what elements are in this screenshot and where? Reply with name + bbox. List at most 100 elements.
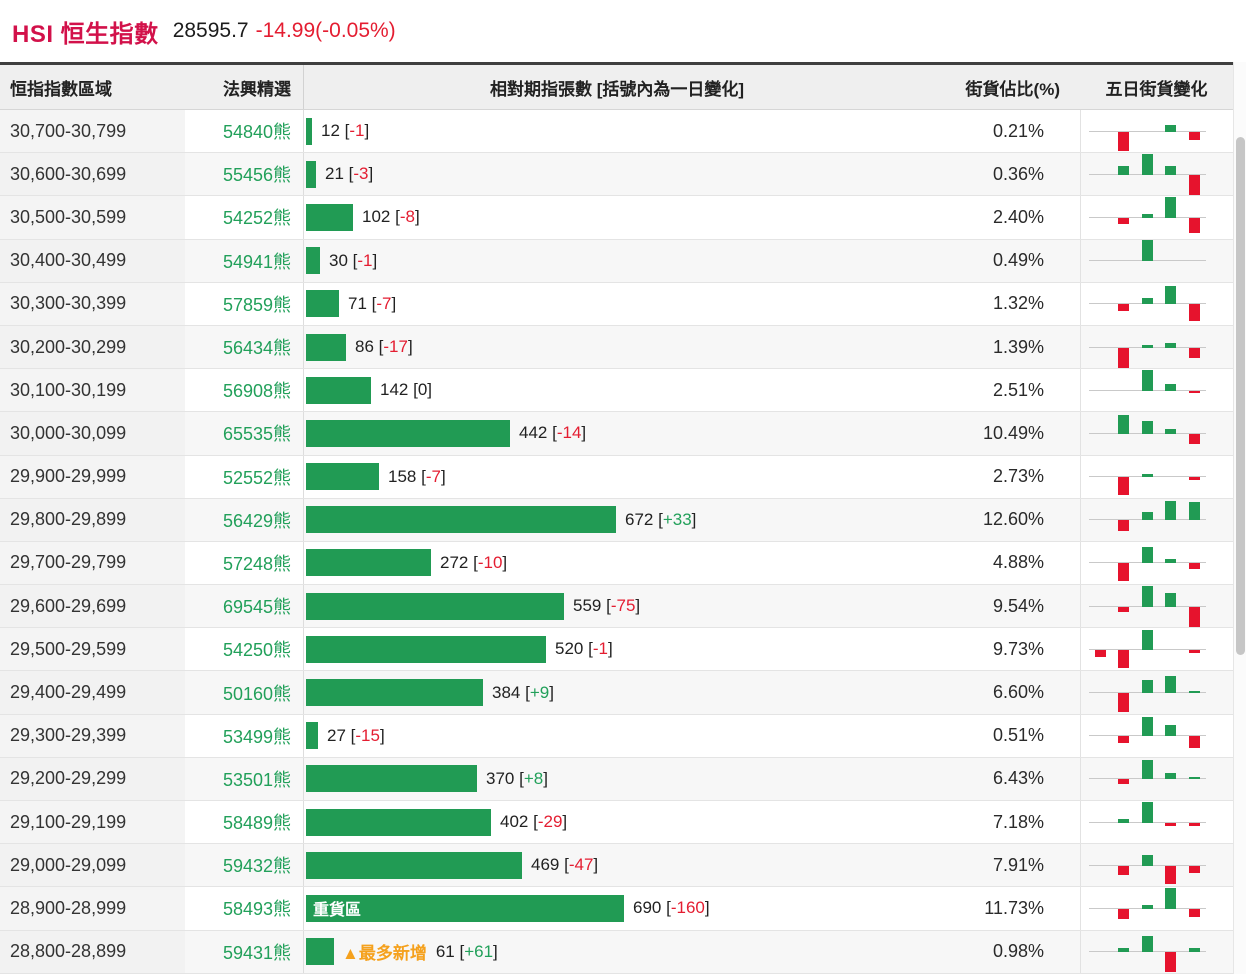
five-day-sparkline [1089,456,1206,498]
contracts-bar [306,160,316,188]
warrant-code-link[interactable]: 54250熊 [222,640,291,661]
spark-bar-up [1165,165,1177,175]
spark-bar-down [1188,304,1200,322]
spark-bar-up [1165,592,1177,607]
five-day-sparkline [1089,715,1206,757]
warrant-code-link[interactable]: 58493熊 [222,899,291,920]
warrant-code-link[interactable]: 56908熊 [222,381,291,402]
warrant-code-link[interactable]: 54941熊 [222,251,291,272]
bracket-close: ] [414,207,420,227]
five-day-sparkline [1089,326,1206,368]
contracts-number: 71 [348,293,372,313]
warrant-code-cell: 50160熊 [185,671,303,713]
warrant-code-link[interactable]: 57859熊 [222,294,291,315]
spark-bar-up [1165,196,1177,218]
scrollbar-thumb[interactable] [1236,137,1245,655]
contracts-cell: 402 [-29] [303,801,930,844]
five-day-change-cell [1080,110,1233,153]
index-range-cell: 30,700-30,799 [0,110,185,153]
contracts-number: 402 [500,812,534,832]
bracket-open: [ [606,596,611,616]
contracts-bar [306,722,318,750]
five-day-sparkline [1089,801,1206,843]
five-day-change-cell [1080,714,1233,757]
warrant-code-link[interactable]: 53501熊 [222,769,291,790]
warrant-code-link[interactable]: 55456熊 [222,165,291,186]
spark-bar-up [1141,512,1153,521]
warrant-code-cell: 58493熊 [185,887,303,929]
column-header-contracts: 相對期指張數 [括號內為一日變化] [303,65,930,109]
contracts-value: 384 [+9] [492,683,554,703]
index-range-cell: 28,900-28,999 [0,887,185,930]
bracket-close: ] [593,855,599,875]
contracts-cell: 71 [-7] [303,282,930,325]
warrant-code-link[interactable]: 53499熊 [222,726,291,747]
index-range-cell: 29,500-29,599 [0,628,185,671]
scrollbar-track[interactable] [1233,62,1246,974]
index-range-cell: 29,200-29,299 [0,757,185,800]
one-day-change-value: -10 [477,552,503,572]
warrant-code-link[interactable]: 54252熊 [222,208,291,229]
warrant-code-cell: 54941熊 [185,240,303,282]
most-added-label: ▲最多新增 [342,944,427,964]
warrant-code-link[interactable]: 56434熊 [222,338,291,359]
warrant-code-link[interactable]: 65535熊 [222,424,291,445]
warrant-code-link[interactable]: 54840熊 [222,122,291,143]
spark-bar-down [1188,174,1200,196]
column-header-outstanding-pct: 街貨佔比(%) [965,79,1060,99]
five-day-sparkline [1089,628,1206,670]
contracts-value: 61 [+61] [436,942,498,962]
contracts-cell: 559 [-75] [303,585,930,628]
one-day-change-value: +33 [662,509,692,529]
contracts-cell: 384 [+9] [303,671,930,714]
contracts-cell: 86 [-17] [303,325,930,369]
outstanding-pct-cell: 2.73% [992,466,1044,487]
bracket-open: [ [533,812,538,832]
warrant-code-cell: 59431熊 [185,931,303,973]
table-header-row: 恒指指數區域 法興精選 相對期指張數 [括號內為一日變化] 街貨佔比(%) 五日… [0,62,1233,110]
five-day-sparkline [1089,153,1206,196]
contracts-bar [306,247,320,275]
spark-bar-down [1118,131,1130,151]
sparkline-baseline [1089,130,1206,132]
outstanding-pct-cell: 0.21% [992,120,1044,141]
contracts-bar [306,679,483,707]
warrant-code-link[interactable]: 59431熊 [222,942,291,963]
one-day-change-value: -1 [349,121,365,141]
contracts-bar: 重貨區 [306,894,624,922]
contracts-value: 442 [-14] [519,423,586,443]
contracts-bar [306,463,379,491]
one-day-change-value: 0 [417,380,428,400]
warrant-code-link[interactable]: 50160熊 [222,683,291,704]
spark-bar-up [1141,717,1153,737]
one-day-change-value: -75 [610,596,636,616]
five-day-change-cell [1080,628,1233,671]
table-row: 30,200-30,299 56434熊 86 [-17] 1.39% [0,325,1233,370]
warrant-code-link[interactable]: 58489熊 [222,813,291,834]
warrant-code-link[interactable]: 56429熊 [222,510,291,531]
index-range-cell: 30,000-30,099 [0,412,185,455]
one-day-change-value: +9 [529,682,550,702]
warrant-code-cell: 58489熊 [185,801,303,843]
warrant-code-link[interactable]: 69545熊 [222,597,291,618]
contracts-value: 469 [-47] [531,855,598,875]
outstanding-pct-cell: 1.39% [992,336,1044,357]
contracts-bar [306,419,510,447]
five-day-sparkline [1089,499,1206,541]
bracket-open: [ [564,855,569,875]
contracts-value: 520 [-1] [555,639,613,659]
spark-bar-down [1118,347,1130,368]
warrant-code-link[interactable]: 57248熊 [222,553,291,574]
index-range-cell: 29,600-29,699 [0,585,185,628]
bracket-close: ] [704,898,710,918]
warrant-code-link[interactable]: 52552熊 [222,467,291,488]
table-row: 29,600-29,699 69545熊 559 [-75] 9.54% [0,585,1233,629]
spark-bar-up [1165,428,1177,434]
spark-bar-down [1118,649,1130,668]
five-day-sparkline [1089,412,1206,454]
bracket-close: ] [407,337,413,357]
contracts-value: 402 [-29] [500,812,567,832]
table-row: 30,700-30,799 54840熊 12 [-1] 0.21% [0,110,1233,154]
warrant-code-link[interactable]: 59432熊 [222,856,291,877]
spark-bar-up [1141,240,1153,262]
